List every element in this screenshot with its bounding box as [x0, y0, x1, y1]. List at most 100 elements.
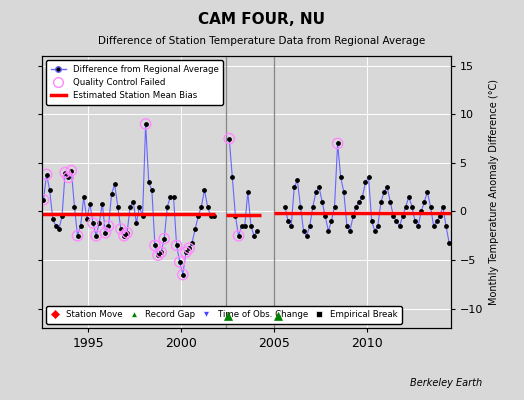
- Point: [126, 203, 134, 210]
- Text: CAM FOUR, NU: CAM FOUR, NU: [199, 12, 325, 27]
- Point: [427, 203, 435, 210]
- Point: [194, 213, 202, 220]
- Point: [405, 194, 413, 200]
- Point: [349, 213, 357, 220]
- Point: [386, 198, 395, 205]
- Point: [148, 187, 156, 193]
- Point: [95, 220, 103, 226]
- Point: [312, 189, 320, 195]
- Point: [89, 220, 97, 226]
- Point: [241, 223, 249, 229]
- Point: [324, 228, 333, 234]
- Point: [293, 177, 301, 184]
- Point: [253, 228, 261, 234]
- Point: [92, 232, 100, 239]
- Point: [302, 232, 311, 239]
- Point: [247, 223, 255, 229]
- Point: [197, 203, 205, 210]
- Point: [225, 135, 233, 142]
- Point: [364, 174, 373, 181]
- Point: [420, 198, 429, 205]
- Point: [114, 203, 122, 210]
- Point: [123, 230, 131, 236]
- Point: [389, 213, 398, 220]
- Point: [383, 184, 391, 190]
- Point: [141, 121, 150, 127]
- Point: [336, 174, 345, 181]
- Point: [188, 239, 196, 246]
- Point: [414, 223, 422, 229]
- Text: Difference of Station Temperature Data from Regional Average: Difference of Station Temperature Data f…: [99, 36, 425, 46]
- Point: [225, 135, 233, 142]
- Point: [39, 196, 48, 203]
- Point: [67, 168, 75, 174]
- Point: [234, 232, 243, 239]
- Point: [157, 249, 166, 256]
- Point: [42, 171, 51, 178]
- Point: [141, 121, 150, 127]
- Point: [154, 252, 162, 258]
- Point: [172, 242, 181, 249]
- Point: [281, 203, 289, 210]
- Point: [46, 187, 54, 193]
- Point: [67, 168, 75, 174]
- Point: [244, 189, 252, 195]
- Point: [154, 252, 162, 258]
- Point: [39, 196, 48, 203]
- Point: [250, 232, 258, 239]
- Point: [64, 174, 72, 181]
- Point: [89, 220, 97, 226]
- Point: [284, 218, 292, 224]
- Point: [157, 249, 166, 256]
- Point: [101, 230, 110, 236]
- Point: [179, 271, 187, 278]
- Point: [367, 218, 376, 224]
- Point: [321, 213, 330, 220]
- Point: [200, 187, 209, 193]
- Point: [70, 203, 79, 210]
- Point: [237, 223, 246, 229]
- Point: [374, 223, 382, 229]
- Point: [380, 189, 388, 195]
- Point: [231, 213, 239, 220]
- Point: [52, 223, 60, 229]
- Point: [333, 140, 342, 147]
- Point: [49, 216, 57, 222]
- Point: [104, 223, 113, 229]
- Point: [435, 213, 444, 220]
- Point: [151, 242, 159, 249]
- Point: [132, 220, 140, 226]
- Point: [210, 213, 218, 220]
- Point: [179, 271, 187, 278]
- Point: [408, 203, 416, 210]
- Point: [234, 232, 243, 239]
- Point: [145, 179, 153, 186]
- Point: [58, 213, 66, 220]
- Point: [392, 218, 401, 224]
- Point: [185, 245, 193, 252]
- Point: [395, 223, 403, 229]
- Point: [117, 226, 125, 232]
- Point: [135, 203, 144, 210]
- Point: [340, 189, 348, 195]
- Point: [370, 228, 379, 234]
- Point: [163, 203, 171, 210]
- Point: [377, 198, 385, 205]
- Point: [83, 216, 91, 222]
- Point: [117, 226, 125, 232]
- Point: [358, 194, 367, 200]
- Point: [442, 223, 450, 229]
- Point: [191, 226, 199, 232]
- Point: [73, 232, 82, 239]
- Point: [160, 236, 168, 242]
- Point: [77, 223, 85, 229]
- Point: [80, 194, 88, 200]
- Point: [61, 169, 69, 176]
- Point: [432, 218, 441, 224]
- Point: [299, 228, 308, 234]
- Point: [439, 203, 447, 210]
- Point: [182, 249, 190, 256]
- Point: [176, 259, 184, 265]
- Point: [333, 140, 342, 147]
- Point: [185, 245, 193, 252]
